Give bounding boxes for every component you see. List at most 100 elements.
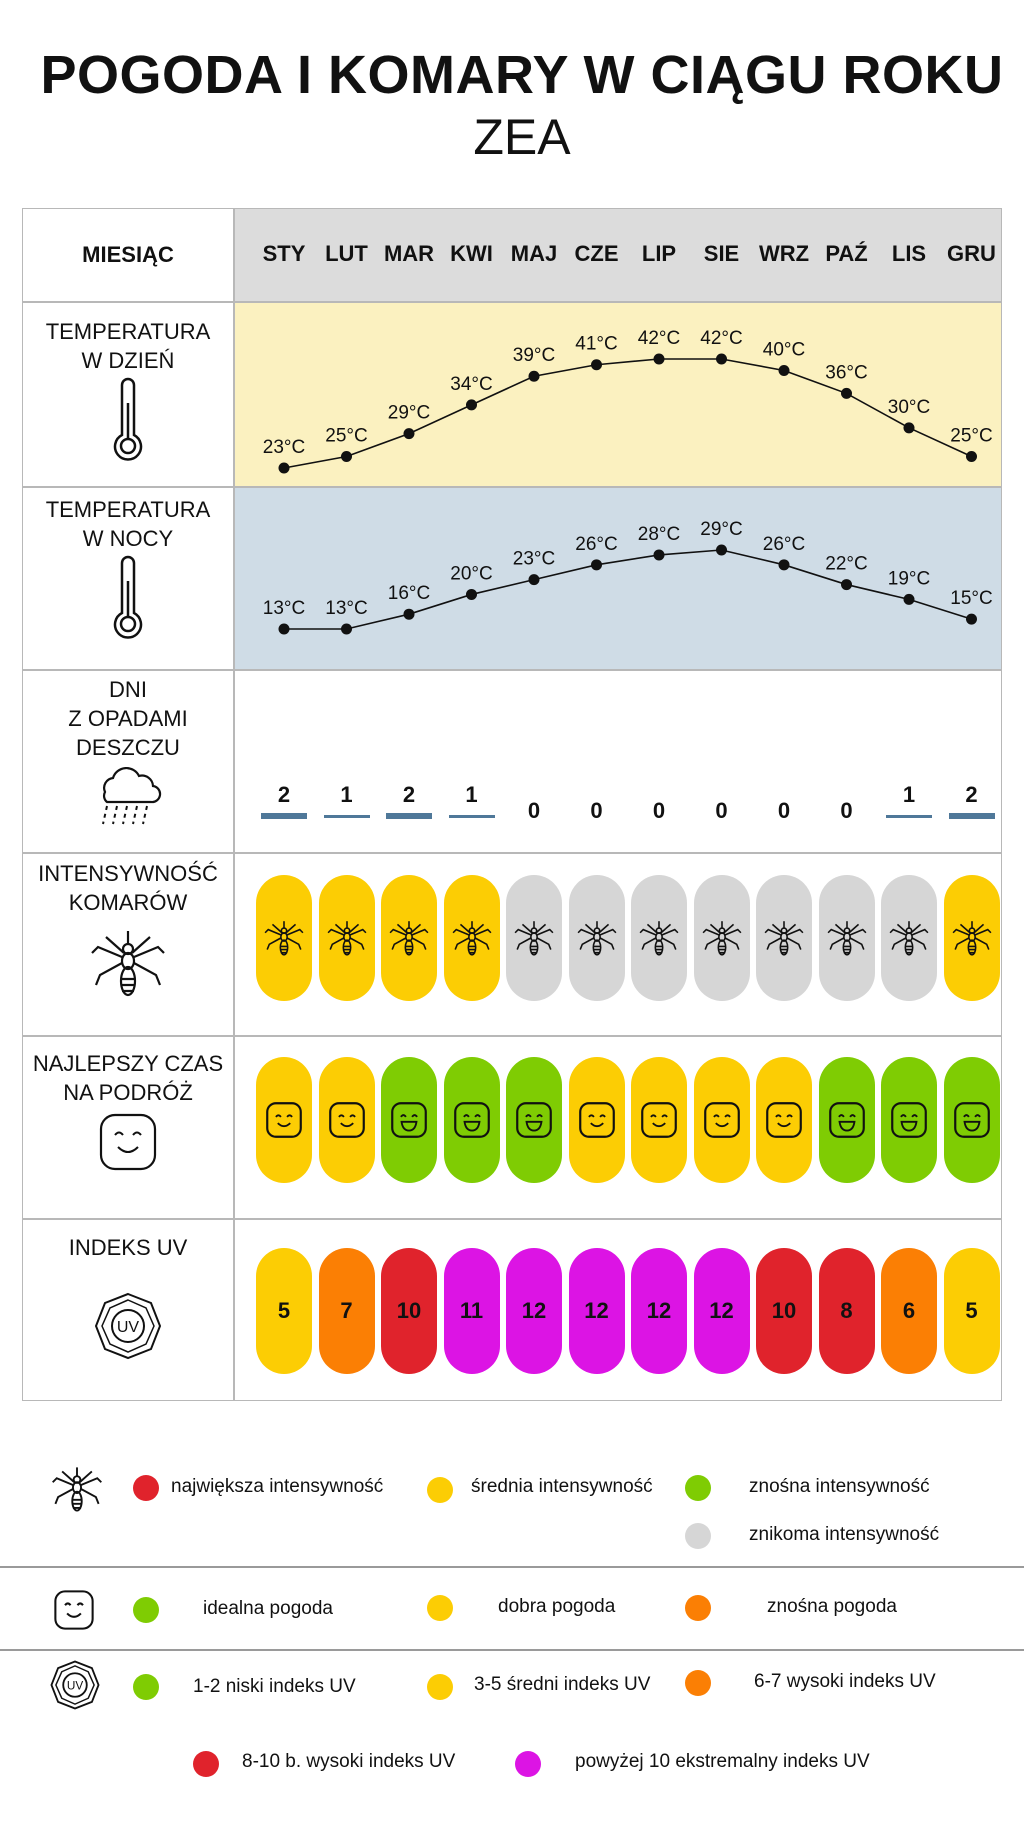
legend-mosquito-tolerable-label: znośna intensywność	[749, 1476, 930, 1497]
mosquito-intensity-pill	[443, 875, 500, 1001]
mosquito-intensity-pill	[943, 875, 1000, 1001]
month-header-8: SIE	[703, 241, 740, 266]
rain-days-value: 0	[590, 798, 603, 823]
month-column-label: MIESIĄC	[82, 242, 174, 267]
page-subtitle: ZEA	[473, 109, 571, 165]
uv-index-pill: 10	[381, 1248, 437, 1374]
mosquito-intensity-pill	[756, 875, 812, 1001]
night-temperature-data-label: 29°C	[700, 519, 742, 540]
uv-index-pill: 8	[818, 1248, 875, 1374]
uv-index-pill: 12	[693, 1248, 750, 1374]
rain-days-value: 2	[277, 782, 291, 807]
travel-time-label: NAJLEPSZY CZAS NA PODRÓŻ	[23, 1049, 233, 1171]
uv-index-pill: 6	[881, 1248, 937, 1374]
row-divider	[23, 1035, 1001, 1037]
label-line: NAJLEPSZY CZAS	[32, 1051, 224, 1076]
svg-text:UV: UV	[117, 1319, 140, 1336]
rain-days-label: DNI Z OPADAMI DESZCZU	[23, 675, 233, 825]
mosquito-intensity-pill	[631, 875, 687, 1001]
rain-days-value: 1	[465, 782, 478, 807]
night-temperature-data-label: 13°C	[325, 598, 367, 619]
label-line: W DZIEŃ	[81, 348, 175, 373]
mosquito-icon	[889, 921, 929, 956]
label-line: DESZCZU	[76, 735, 180, 760]
day-temperature-data-label: 42°C	[700, 328, 742, 349]
svg-text:UV: UV	[67, 1679, 83, 1692]
day-temperature-point	[591, 359, 602, 371]
label-line: TEMPERATURA	[45, 319, 211, 344]
best-travel-time-pill	[943, 1057, 1000, 1183]
best-travel-time-pill	[818, 1057, 875, 1183]
night-temperature-point	[841, 579, 852, 591]
legend-uv-very-high-dot	[193, 1751, 219, 1777]
mosquito-icon	[952, 921, 991, 956]
day-temperature-point	[903, 422, 915, 434]
rain-days-value: 0	[527, 798, 541, 823]
label-line: Z OPADAMI	[68, 706, 188, 731]
night-temperature-band	[234, 487, 1001, 669]
rain-days-bar	[886, 815, 932, 818]
day-temperature-data-label: 23°C	[263, 437, 305, 458]
rain-days-bar	[948, 813, 995, 819]
best-travel-time-pill	[256, 1057, 312, 1183]
night-temperature-data-label: 23°C	[513, 549, 555, 570]
night-temperature-point	[903, 593, 915, 605]
rain-days-bar	[448, 815, 495, 818]
night-temperature-point	[716, 544, 727, 556]
night-temperature-point	[528, 574, 540, 586]
legend-mosquito-tolerable-dot	[685, 1475, 711, 1501]
mosquito-icon	[389, 921, 429, 956]
best-travel-time-pill	[756, 1057, 812, 1183]
mosquito-icon	[91, 931, 165, 997]
month-header-band	[234, 209, 1001, 301]
day-temperature-point	[528, 370, 540, 382]
best-travel-time-pill	[318, 1057, 375, 1183]
legend-uv-medium-dot	[427, 1674, 453, 1700]
night-temperature-point	[403, 608, 415, 620]
rain-days-bar	[386, 813, 432, 819]
uv-value: 11	[459, 1298, 484, 1323]
label-line: NA PODRÓŻ	[63, 1080, 193, 1105]
legend-mosquito-highest-label: największa intensywność	[171, 1476, 384, 1497]
uv-value: 12	[584, 1298, 609, 1323]
legend-uv-low-dot	[133, 1674, 159, 1700]
legend-mosquito-negligible-label: znikoma intensywność	[749, 1524, 940, 1545]
mosquito-intensity-pill	[881, 875, 937, 1001]
label-line: KOMARÓW	[68, 890, 188, 915]
mosquito-intensity-label: INTENSYWNOŚĆ KOMARÓW	[23, 859, 233, 1003]
smiley-icon	[266, 1102, 302, 1138]
smiley-icon	[953, 1102, 990, 1138]
rain-days-value: 1	[902, 782, 916, 807]
rain-days-value: 0	[652, 798, 666, 823]
legend-divider	[0, 1566, 1024, 1568]
legend-uv-low-label: 1-2 niski indeks UV	[193, 1676, 356, 1697]
day-temperature-chart: 23°C 25°C 29°C 34°C 39°C 41°C 42°C 42°C 40°C 36°C…	[263, 328, 993, 474]
rain-days-bar	[323, 815, 370, 818]
mosquito-icon	[327, 921, 366, 956]
legend-mosquito-medium-dot	[427, 1477, 453, 1503]
night-temperature-data-label: 26°C	[763, 534, 805, 555]
smiley-icon	[641, 1102, 677, 1138]
day-temperature-data-label: 30°C	[888, 397, 930, 418]
legend-uv-high-dot	[685, 1670, 711, 1696]
uv-index-pill: 12	[568, 1248, 625, 1374]
best-travel-time-pill	[443, 1057, 500, 1183]
smiley-icon	[703, 1102, 740, 1138]
legend-uv-extreme-label: powyżej 10 ekstremalny indeks UV	[575, 1751, 870, 1772]
day-temperature-point	[653, 353, 665, 365]
legend-uv-extreme-dot	[515, 1751, 541, 1777]
mosquito-icon	[452, 921, 491, 956]
month-header-4: KWI	[450, 241, 493, 266]
uv-index-pill: 12	[631, 1248, 687, 1374]
rain-days-value: 0	[715, 798, 728, 823]
day-temperature-data-label: 40°C	[763, 339, 805, 360]
mosquito-intensity-pill	[693, 875, 750, 1001]
uv-value: 10	[396, 1298, 422, 1323]
best-travel-time-pill	[693, 1057, 750, 1183]
night-temperature-point	[341, 623, 352, 635]
uv-index-pill: 10	[756, 1248, 812, 1374]
smiley-icon	[516, 1102, 552, 1138]
day-temperature-data-label: 29°C	[388, 403, 430, 424]
legend-weather-good-dot	[427, 1595, 453, 1621]
legend-divider	[0, 1649, 1024, 1651]
